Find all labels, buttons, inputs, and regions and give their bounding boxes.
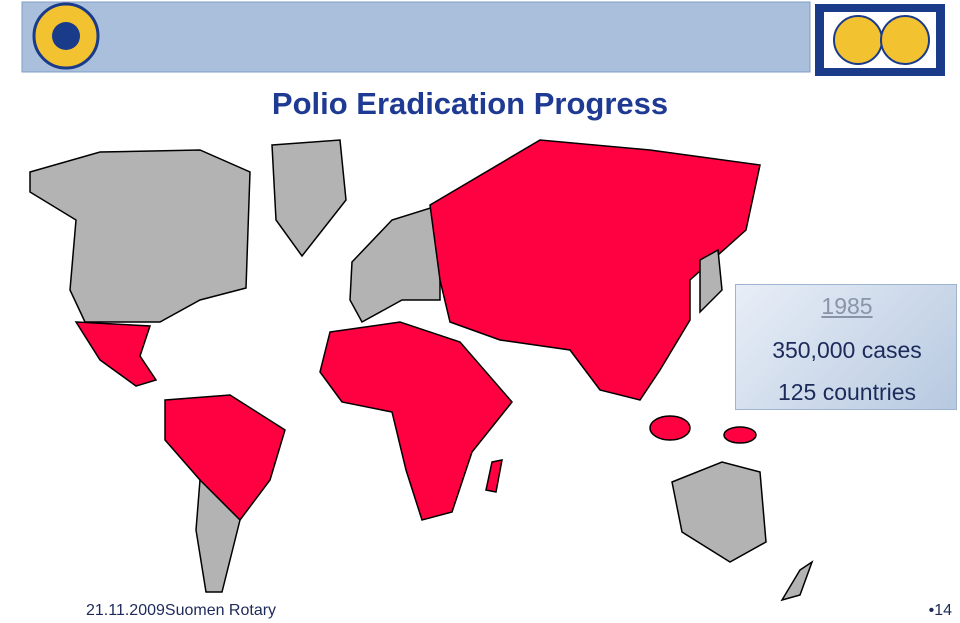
central-america: [74, 321, 158, 387]
europe: [349, 203, 441, 324]
rotary-logo-hub: [52, 22, 80, 50]
year: 1985: [821, 293, 873, 319]
info-box: 1985 350,000 cases 125 countries: [735, 284, 957, 410]
banner-border: [21, 1, 811, 73]
north-america: [29, 149, 251, 323]
south-cone: [195, 478, 241, 593]
footer-org: Suomen Rotary: [164, 602, 277, 619]
indonesia: [649, 415, 691, 441]
greenland: [271, 139, 347, 258]
footer-date: 21.11.2009: [86, 602, 165, 619]
new-guinea: [723, 426, 757, 444]
africa: [319, 321, 513, 521]
page-number: •14: [928, 602, 952, 619]
south-america: [164, 394, 286, 521]
japan: [699, 248, 723, 314]
slide-title: Polio Eradication Progress: [271, 86, 669, 121]
world-map: [29, 139, 814, 602]
footer-text: 21.11.2009Suomen Rotary: [86, 602, 276, 620]
new-zealand: [780, 560, 814, 602]
cases: 350,000 cases: [772, 337, 922, 363]
rotary-logo-small: [880, 15, 930, 65]
madagascar: [485, 459, 503, 493]
foundation-logo: [833, 15, 883, 65]
countries: 125 countries: [777, 379, 917, 405]
banner: [22, 2, 810, 72]
asia: [429, 139, 761, 401]
australia: [671, 461, 767, 563]
